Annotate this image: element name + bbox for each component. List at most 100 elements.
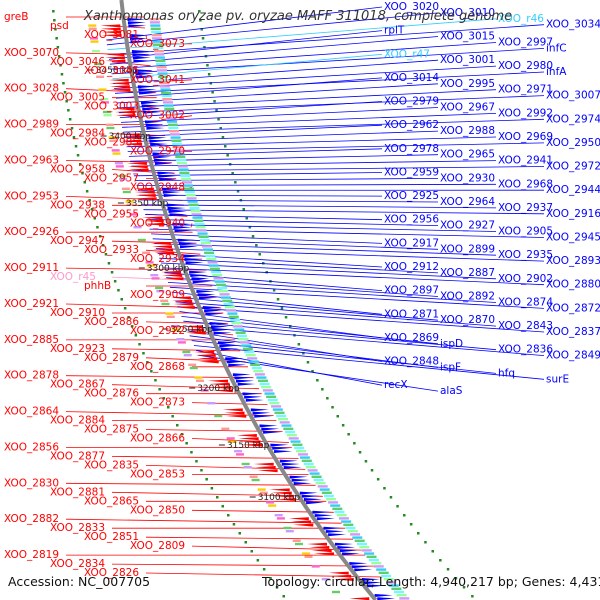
gene-label-right[interactable]: XOO_2892 — [440, 291, 495, 303]
gene-label-left[interactable]: XOO_2881 — [50, 486, 105, 498]
gene-label-left[interactable]: XOO_3002 — [130, 110, 185, 122]
gene-label-right[interactable]: XOO_2872 — [546, 302, 600, 314]
gene-label-left[interactable]: XOO_2866 — [130, 433, 185, 445]
gene-label-right[interactable]: ispD — [440, 338, 463, 350]
gene-label-left[interactable]: XOO_2911 — [4, 262, 59, 274]
gene-label-left[interactable]: XOO_3046 — [50, 56, 105, 68]
gene-label-left[interactable]: XOO_2985 — [84, 137, 139, 149]
gene-label-right[interactable]: XOO_2959 — [384, 167, 439, 179]
gene-label-right[interactable]: XOO_3020 — [384, 1, 439, 13]
gene-label-left[interactable]: XOO_2934 — [130, 253, 185, 265]
gene-label-left[interactable]: XOO_2850 — [130, 504, 185, 516]
gene-label-left[interactable]: XOO_2853 — [130, 468, 185, 480]
gene-label-left[interactable]: XOO_2873 — [130, 397, 185, 409]
gene-label-right[interactable]: XOO_2997 — [498, 37, 553, 49]
gene-label-left[interactable]: XOO_2826 — [84, 567, 139, 579]
gene-label-left[interactable]: XOO_2947 — [50, 235, 105, 247]
gene-label-left[interactable]: XOO_2878 — [4, 370, 59, 382]
gene-label-right[interactable]: XOO_2945 — [546, 232, 600, 244]
gene-label-left[interactable]: XOO_2865 — [84, 495, 139, 507]
gene-label-right[interactable]: XOO_2916 — [546, 208, 600, 220]
gene-label-right[interactable]: XOO_r47 — [384, 48, 430, 60]
gene-label-right[interactable]: ispF — [440, 362, 461, 374]
gene-label-left[interactable]: XOO_2875 — [84, 424, 139, 436]
gene-label-left[interactable]: XOO_2809 — [130, 540, 185, 552]
gene-label-left[interactable]: XOO_2864 — [4, 406, 59, 418]
gene-label-left[interactable]: XOO_2834 — [50, 558, 105, 570]
gene-label-right[interactable]: hfq — [498, 367, 515, 379]
gene-label-right[interactable]: XOO_r46 — [498, 13, 544, 25]
gene-label-left[interactable]: XOO_2940 — [130, 217, 185, 229]
gene-label-left[interactable]: XOO_2910 — [50, 307, 105, 319]
gene-label-right[interactable]: XOO_2935 — [498, 249, 553, 261]
gene-label-right[interactable]: XOO_2964 — [440, 196, 495, 208]
gene-label-right[interactable]: XOO_2897 — [384, 285, 439, 297]
gene-label-right[interactable]: XOO_2871 — [384, 308, 439, 320]
gene-label-left[interactable]: XOO_2884 — [50, 415, 105, 427]
gene-label-right[interactable]: XOO_2937 — [498, 202, 553, 214]
gene-label-left[interactable]: XOO_3073 — [130, 38, 185, 50]
gene-label-right[interactable]: XOO_3001 — [440, 54, 495, 66]
gene-label-right[interactable]: XOO_2962 — [384, 119, 439, 131]
gene-label-right[interactable]: XOO_2899 — [440, 243, 495, 255]
gene-label-right[interactable]: XOO_2965 — [440, 149, 495, 161]
gene-label-left[interactable]: XOO_2984 — [50, 128, 105, 140]
gene-label-right[interactable]: XOO_2968 — [498, 178, 553, 190]
gene-label-right[interactable]: XOO_2941 — [498, 155, 553, 167]
gene-label-right[interactable]: XOO_2950 — [546, 137, 600, 149]
gene-label-left[interactable]: XOO_2856 — [4, 442, 59, 454]
gene-label-left[interactable]: XOO_2886 — [84, 316, 139, 328]
gene-label-left[interactable]: XOO_2877 — [50, 450, 105, 462]
gene-label-right[interactable]: XOO_2880 — [546, 279, 600, 291]
gene-label-left[interactable]: XOO_3041 — [130, 74, 185, 86]
gene-label-right[interactable]: recX — [384, 379, 408, 391]
gene-label-left[interactable]: XOO_2879 — [84, 352, 139, 364]
gene-label-left[interactable]: XOO_2963 — [4, 155, 59, 167]
gene-label-right[interactable]: XOO_2930 — [440, 172, 495, 184]
gene-label-right[interactable]: XOO_2980 — [498, 60, 553, 72]
gene-label-right[interactable]: XOO_2988 — [440, 125, 495, 137]
gene-label-right[interactable]: XOO_2848 — [384, 356, 439, 368]
gene-label-left[interactable]: XOO_2933 — [84, 244, 139, 256]
gene-label-left[interactable]: XOO_2953 — [4, 190, 59, 202]
gene-label-left[interactable]: XOO_r45 — [50, 271, 96, 283]
gene-label-left[interactable]: XOO_2970 — [130, 146, 185, 158]
gene-label-left[interactable]: XOO_3070 — [4, 47, 59, 59]
gene-label-right[interactable]: XOO_2978 — [384, 143, 439, 155]
gene-label-right[interactable]: XOO_3010 — [440, 7, 495, 19]
gene-label-left[interactable]: XOO_2938 — [50, 199, 105, 211]
gene-label-right[interactable]: infC — [546, 42, 567, 54]
gene-label-right[interactable]: XOO_2870 — [440, 314, 495, 326]
gene-label-right[interactable]: XOO_2971 — [498, 84, 553, 96]
gene-label-left[interactable]: XOO_2882 — [4, 513, 59, 525]
gene-label-left[interactable]: XOO_2833 — [50, 522, 105, 534]
gene-label-left[interactable]: XOO_2923 — [50, 343, 105, 355]
gene-label-left[interactable]: XOO_2922 — [130, 325, 185, 337]
gene-label-right[interactable]: XOO_2944 — [546, 184, 600, 196]
gene-label-left[interactable]: XOO_2989 — [4, 119, 59, 131]
gene-label-right[interactable]: XOO_2925 — [384, 190, 439, 202]
gene-label-right[interactable]: XOO_2849 — [546, 350, 600, 362]
gene-label-left[interactable]: XOO_3045 — [84, 65, 139, 77]
gene-label-right[interactable]: XOO_2874 — [498, 297, 553, 309]
gene-label-left[interactable]: XOO_2948 — [130, 181, 185, 193]
gene-label-left[interactable]: greB — [4, 11, 28, 23]
gene-label-left[interactable]: XOO_2909 — [130, 289, 185, 301]
gene-label-right[interactable]: XOO_2967 — [440, 102, 495, 114]
gene-label-right[interactable]: XOO_2979 — [384, 96, 439, 108]
gene-label-right[interactable]: XOO_2887 — [440, 267, 495, 279]
gene-label-right[interactable]: XOO_2893 — [546, 255, 600, 267]
gene-label-right[interactable]: XOO_2836 — [498, 344, 553, 356]
gene-label-left[interactable]: XOO_2876 — [84, 388, 139, 400]
gene-label-right[interactable]: XOO_2905 — [498, 226, 553, 238]
gene-label-right[interactable]: XOO_2869 — [384, 332, 439, 344]
gene-label-right[interactable]: ihfA — [546, 66, 567, 78]
gene-label-right[interactable]: XOO_3015 — [440, 31, 495, 43]
gene-label-right[interactable]: XOO_2992 — [498, 107, 553, 119]
gene-label-right[interactable]: XOO_2837 — [546, 326, 600, 338]
gene-label-left[interactable]: XOO_2830 — [4, 477, 59, 489]
gene-label-right[interactable]: alaS — [440, 385, 463, 397]
gene-label-left[interactable]: psd — [50, 20, 69, 32]
gene-label-left[interactable]: XOO_3005 — [50, 92, 105, 104]
gene-label-right[interactable]: surE — [546, 373, 569, 385]
